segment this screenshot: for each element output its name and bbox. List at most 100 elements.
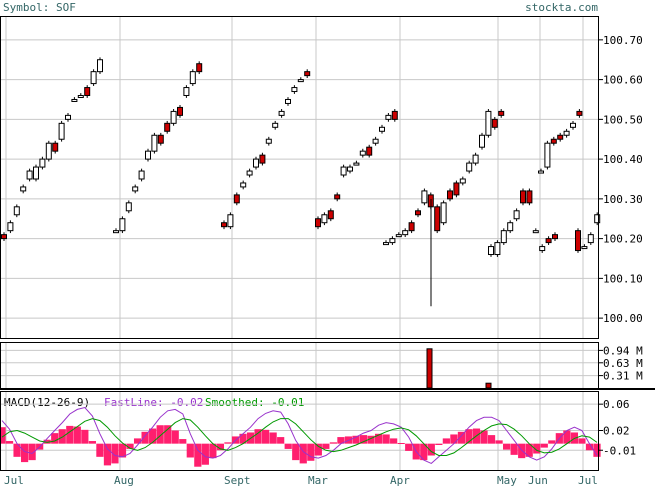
candlestick — [227, 214, 234, 228]
macd-histogram-bar — [374, 433, 383, 444]
candlestick — [379, 126, 385, 132]
candlestick — [391, 110, 398, 120]
candlestick — [472, 154, 479, 164]
macd-histogram-bar — [420, 443, 428, 461]
candlestick — [366, 146, 373, 156]
macd-histogram-bar — [540, 443, 548, 448]
candlestick — [189, 71, 196, 85]
candlestick — [119, 218, 126, 232]
candlestick — [151, 134, 158, 152]
macd-histogram-bar — [525, 443, 533, 457]
macd-histogram-bar — [299, 443, 307, 464]
macd-histogram-bar — [495, 440, 503, 444]
candlestick — [447, 190, 453, 200]
candlestick — [327, 210, 334, 220]
candlestick — [97, 59, 103, 73]
y-tick-label: 100.10 — [603, 272, 643, 285]
candlestick — [138, 170, 145, 180]
macd-histogram-bar — [103, 443, 112, 466]
macd-histogram-bar — [352, 435, 360, 444]
candlestick — [113, 230, 119, 234]
x-tick-label: Apr — [390, 474, 410, 486]
macd-histogram-bar — [405, 443, 413, 451]
candlestick — [183, 87, 190, 97]
macd-tick-label: -0.01 — [603, 444, 636, 457]
macd-smoothed-line — [1, 418, 598, 456]
macd-histogram-bar — [269, 432, 277, 444]
candlestick — [157, 134, 164, 144]
volume-tick-label: 0.31 M — [603, 370, 643, 383]
macd-histogram-bar — [307, 443, 315, 461]
candlestick — [494, 242, 501, 256]
macd-histogram-bar — [133, 438, 142, 444]
macd-histogram-bar — [96, 443, 104, 457]
macd-histogram-bar — [314, 443, 322, 456]
macd-title: MACD(12-26-9) — [4, 396, 90, 409]
macd-tick-label: 0.06 — [603, 398, 630, 411]
x-tick-label: May — [497, 474, 517, 486]
macd-histogram-bar — [322, 443, 330, 449]
candlestick — [233, 194, 240, 204]
panel-frame — [0, 16, 599, 339]
candlestick — [408, 222, 415, 232]
macd-histogram-bar — [43, 439, 51, 444]
macd-histogram-bar — [254, 429, 262, 444]
macd-histogram-bar — [292, 443, 300, 461]
macd-histogram-bar — [277, 437, 285, 444]
macd-histogram-bar — [585, 443, 594, 451]
candlestick — [304, 71, 311, 77]
macd-histogram-bar — [367, 435, 375, 444]
symbol-label: Symbol: SOF — [3, 1, 76, 14]
candlestick — [557, 134, 564, 140]
candlestick — [71, 98, 78, 102]
macd-histogram-bar — [73, 426, 81, 444]
site-label: stockta.com — [525, 1, 598, 14]
candlestick — [539, 246, 546, 252]
candlestick — [39, 158, 46, 168]
macd-histogram-bar — [382, 434, 390, 444]
macd-histogram-bar — [118, 443, 127, 458]
candlestick — [253, 158, 259, 168]
candlestick — [359, 150, 366, 156]
macd-histogram-bar — [194, 443, 202, 467]
candlestick — [272, 122, 279, 128]
volume-bar — [426, 348, 433, 389]
candlestick — [372, 138, 379, 144]
macd-histogram-bar — [397, 443, 405, 445]
candlestick — [52, 142, 59, 152]
macd-histogram-bar — [5, 441, 14, 444]
candlestick — [385, 114, 392, 120]
candlestick — [500, 230, 507, 244]
candlestick — [526, 190, 533, 204]
candlestick — [240, 182, 247, 188]
candlestick — [485, 110, 492, 136]
candlestick — [33, 166, 39, 180]
macd-histogram-bar — [156, 425, 164, 444]
candlestick — [402, 230, 409, 236]
candlestick — [491, 118, 498, 128]
macd-histogram-bar — [141, 431, 149, 444]
macd-histogram-bar — [487, 435, 496, 444]
macd-histogram-bar — [533, 443, 541, 454]
macd-histogram-bar — [578, 438, 586, 444]
macd-histogram-bar — [201, 443, 209, 465]
candlestick — [20, 186, 27, 192]
candlestick — [170, 110, 177, 124]
candlestick — [545, 238, 552, 244]
candlestick — [513, 210, 520, 220]
candlestick — [65, 114, 71, 120]
candlestick — [315, 218, 321, 228]
y-tick-label: 100.40 — [603, 153, 643, 166]
candlestick — [507, 222, 514, 232]
candlestick — [570, 122, 576, 128]
macd-histogram-bar — [239, 433, 247, 444]
macd-histogram-bar — [126, 443, 134, 449]
macd-histogram-bar — [20, 443, 29, 463]
candlestick — [421, 190, 428, 204]
candlestick — [488, 246, 494, 256]
macd-histogram-bar — [510, 443, 518, 455]
candlestick — [415, 210, 421, 216]
candlestick — [90, 71, 97, 85]
candlestick — [196, 63, 203, 73]
